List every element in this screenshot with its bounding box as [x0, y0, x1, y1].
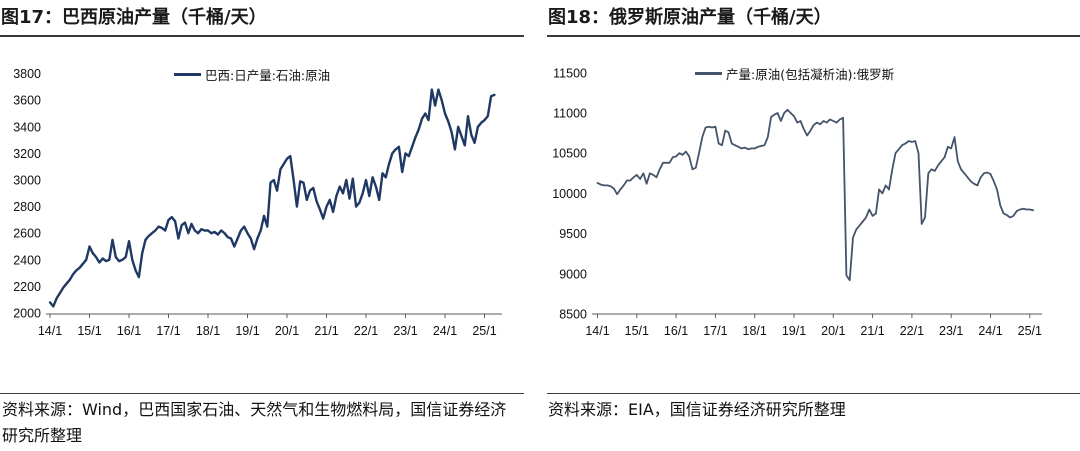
y-tick-label: 2600: [13, 227, 41, 241]
y-tick-label: 10500: [552, 147, 587, 161]
y-tick-label: 2800: [13, 200, 41, 214]
y-tick-label: 3200: [13, 147, 41, 161]
y-tick-label: 2200: [13, 280, 41, 294]
legend-swatch: [695, 71, 722, 75]
chart-brazil: 2000 2200 2400 2600 2800 3000 3200 3400 3600 3800…: [13, 67, 502, 338]
source-divider: [547, 393, 1080, 394]
source-divider: [0, 393, 524, 394]
x-tick-label: 21/1: [314, 324, 338, 338]
x-tick-label: 24/1: [978, 324, 1002, 338]
y-tick-label: 3400: [13, 120, 41, 134]
x-tick-label: 15/1: [625, 324, 649, 338]
series-line: [596, 108, 1034, 282]
x-tick-label: 25/1: [472, 324, 496, 338]
legend-label: 巴西:日产量:石油:原油: [205, 67, 331, 83]
x-tick-label: 22/1: [354, 324, 378, 338]
x-tick-label: 18/1: [196, 324, 220, 338]
x-tick-label: 20/1: [821, 324, 845, 338]
x-tick-label: 24/1: [433, 324, 457, 338]
source-note-brazil: 资料来源：Wind，巴西国家石油、天然气和生物燃料局，国信证券经济研究所整理: [2, 400, 507, 445]
chart-title-russia: 图18：俄罗斯原油产量（千桶/天）: [548, 7, 832, 28]
y-tick-label: 11000: [553, 107, 587, 121]
legend-swatch: [174, 72, 201, 76]
x-tick-label: 21/1: [860, 324, 884, 338]
y-tick-label: 9000: [559, 267, 587, 281]
x-tick-label: 15/1: [77, 324, 101, 338]
x-tick-label: 16/1: [117, 324, 141, 338]
title-divider: [0, 35, 524, 37]
y-tick-label: 11500: [553, 66, 587, 80]
legend-brazil: 巴西:日产量:石油:原油: [174, 66, 331, 83]
chart-russia: 8500 9000 9500 10000 10500 11000 11500 14/1 15/1…: [552, 66, 1042, 338]
x-tick-label: 14/1: [38, 324, 62, 338]
y-tick-label: 2000: [13, 307, 41, 321]
y-tick-label: 3000: [13, 174, 41, 188]
x-tick-label: 22/1: [900, 324, 924, 338]
source-note-russia: 资料来源：EIA，国信证券经济研究所整理: [548, 400, 846, 419]
x-tick-label: 17/1: [703, 324, 727, 338]
x-tick-label: 19/1: [782, 324, 806, 338]
x-tick-label: 18/1: [743, 324, 767, 338]
x-tick-label: 14/1: [585, 324, 609, 338]
x-tick-label: 19/1: [235, 324, 259, 338]
y-tick-label: 10000: [552, 187, 587, 201]
x-tick-label: 16/1: [664, 324, 688, 338]
x-tick-label: 20/1: [275, 324, 299, 338]
title-divider: [547, 35, 1080, 37]
x-tick-label: 17/1: [156, 324, 180, 338]
y-tick-label: 3800: [13, 67, 41, 81]
y-tick-label: 2400: [13, 253, 41, 267]
x-tick-label: 25/1: [1018, 324, 1042, 338]
chart-title-brazil: 图17：巴西原油产量（千桶/天）: [1, 7, 267, 28]
legend-russia: 产量:原油(包括凝析油):俄罗斯: [695, 65, 895, 82]
y-tick-label: 8500: [559, 308, 587, 322]
series-line: [48, 88, 496, 308]
y-tick-label: 9500: [559, 227, 587, 241]
legend-label: 产量:原油(包括凝析油):俄罗斯: [726, 66, 895, 82]
x-tick-label: 23/1: [393, 324, 417, 338]
y-tick-label: 3600: [13, 94, 41, 108]
x-tick-label: 23/1: [939, 324, 963, 338]
